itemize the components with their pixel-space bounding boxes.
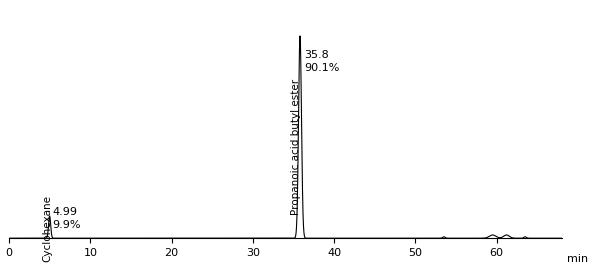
Text: 90.1%: 90.1% bbox=[304, 63, 339, 73]
Text: 9.9%: 9.9% bbox=[52, 220, 81, 230]
Text: 35.8: 35.8 bbox=[304, 50, 329, 60]
Text: min: min bbox=[568, 255, 588, 264]
Text: 4.99: 4.99 bbox=[52, 207, 77, 217]
Text: Propanoic acid butyl ester: Propanoic acid butyl ester bbox=[291, 79, 301, 215]
Text: Cyclohexane: Cyclohexane bbox=[42, 195, 52, 262]
